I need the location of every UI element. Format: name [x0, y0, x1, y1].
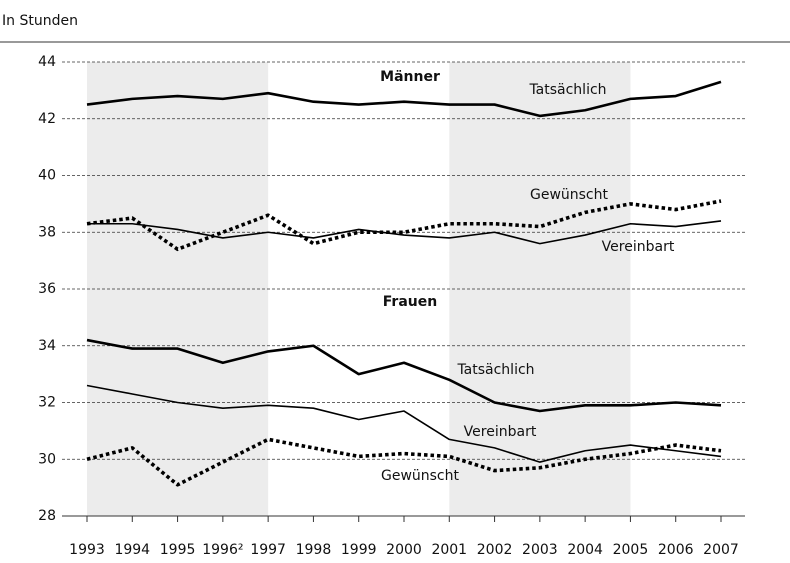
group-label: Männer — [380, 69, 440, 85]
y-tick-label: 28 — [38, 508, 56, 524]
series-line — [86, 80, 722, 118]
x-tick-label: 2006 — [658, 542, 694, 558]
series-line — [87, 220, 722, 245]
series-label: Tatsächlich — [456, 362, 534, 378]
x-tick-label: 1995 — [160, 542, 196, 558]
x-tick-label: 2001 — [431, 542, 467, 558]
x-tick-label: 2002 — [477, 542, 513, 558]
y-tick-label: 36 — [38, 281, 56, 297]
x-tick-label: 1999 — [341, 542, 377, 558]
y-tick-label: 34 — [38, 338, 56, 354]
series-label: Gewünscht — [530, 187, 609, 203]
y-tick-label: 40 — [38, 168, 56, 184]
x-tick-label: 1993 — [69, 542, 105, 558]
series-label: Vereinbart — [464, 424, 537, 440]
x-tick-label: 1997 — [250, 542, 286, 558]
x-tick-label: 2004 — [567, 542, 603, 558]
series-label: Vereinbart — [602, 239, 675, 255]
x-tick-label: 2007 — [703, 542, 739, 558]
y-tick-label: 30 — [38, 451, 56, 467]
series-label: Gewünscht — [381, 468, 460, 484]
series-line — [86, 338, 722, 413]
x-tick-label: 1994 — [114, 542, 150, 558]
series-line — [86, 384, 722, 463]
x-tick-label: 1998 — [296, 542, 332, 558]
chart-subtitle: In Stunden — [2, 13, 78, 29]
group-label: Frauen — [383, 294, 437, 310]
y-tick-label: 44 — [38, 54, 56, 70]
x-tick-label: 2005 — [613, 542, 649, 558]
x-tick-label: 1996² — [202, 542, 243, 558]
x-tick-label: 2003 — [522, 542, 558, 558]
y-tick-label: 42 — [38, 111, 56, 127]
y-tick-label: 32 — [38, 395, 56, 411]
x-tick-label: 2000 — [386, 542, 422, 558]
series-label: Tatsächlich — [528, 82, 606, 98]
y-tick-label: 38 — [38, 224, 56, 240]
